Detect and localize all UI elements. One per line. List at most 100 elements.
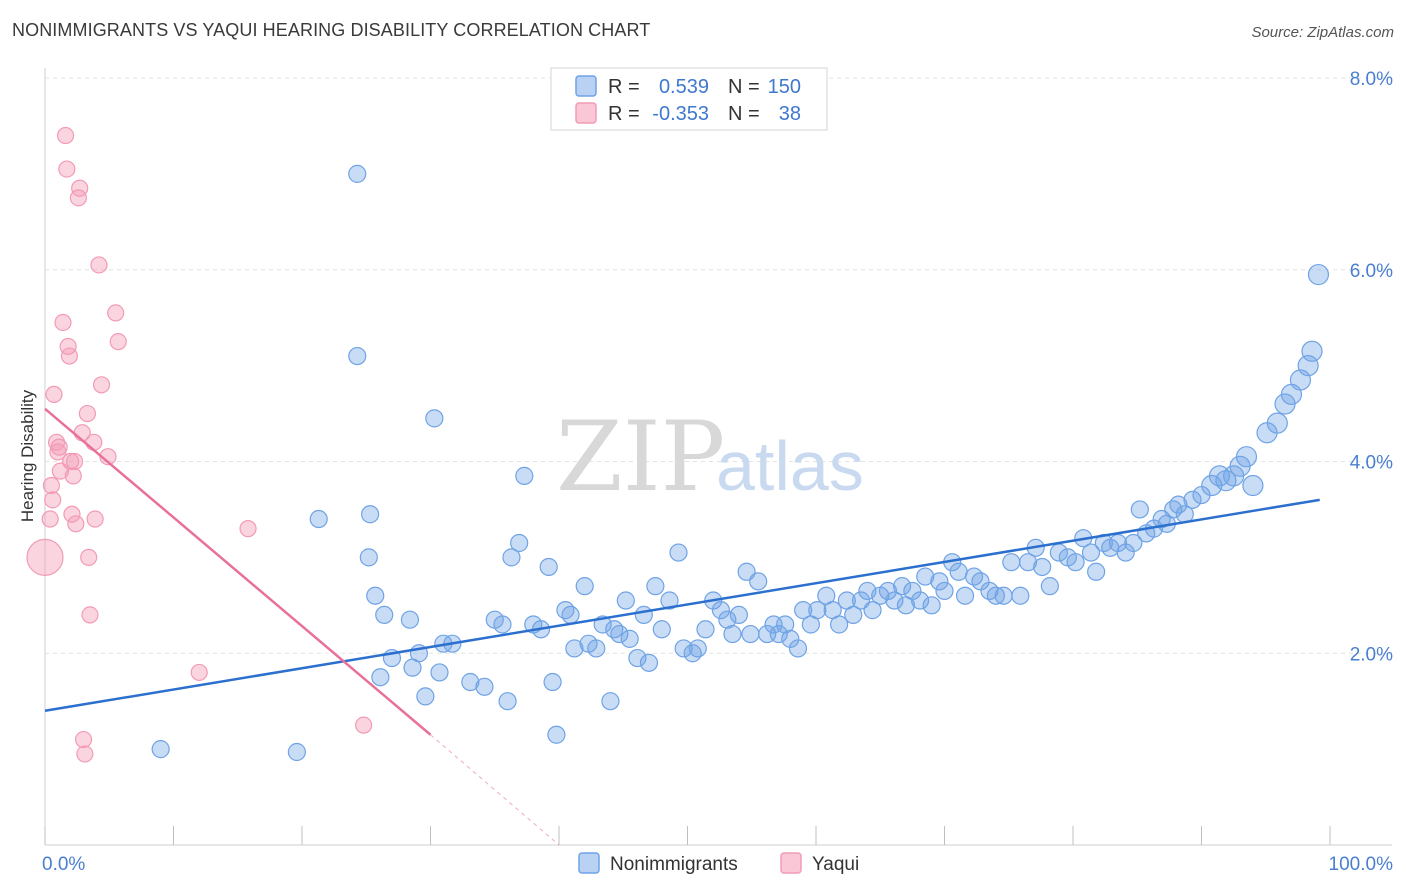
nonimmigrants-point: [878, 581, 898, 601]
nonimmigrants-point: [1124, 533, 1143, 553]
nonimmigrants-point: [416, 687, 435, 706]
nonimmigrants-point: [788, 639, 808, 658]
grid-lines: [45, 77, 1392, 654]
nonimmigrants-trend-line: [44, 498, 1320, 713]
yaqui-point: [26, 538, 64, 576]
yaqui-point: [62, 452, 80, 471]
nonimmigrants-point: [620, 629, 639, 648]
axes: [44, 68, 1392, 846]
nonimmigrants-point: [475, 677, 494, 696]
nonimmigrants-point: [696, 620, 715, 639]
nonimmigrants-point: [1130, 500, 1149, 519]
legend-swatch-blue: [575, 75, 597, 97]
nonimmigrants-point: [561, 605, 580, 625]
nonimmigrants-point: [1266, 412, 1288, 434]
yaqui-point: [86, 510, 104, 528]
nonimmigrants-point: [361, 505, 380, 524]
nonimmigrants-point: [1011, 586, 1030, 605]
yaqui-point: [80, 548, 98, 566]
yaqui-point: [78, 404, 97, 423]
y-tick-label: 6.0%: [1350, 261, 1393, 282]
yaqui-point: [41, 510, 59, 528]
nonimmigrants-point: [1169, 495, 1188, 514]
nonimmigrants-point: [718, 610, 737, 629]
legend-n-label-1: N =: [728, 76, 760, 98]
y-tick-label: 8.0%: [1350, 69, 1393, 90]
yaqui-trend-line: [44, 407, 432, 736]
nonimmigrants-point: [711, 601, 731, 620]
yaqui-point: [92, 376, 111, 394]
yaqui-point: [65, 452, 84, 471]
yaqui-point: [64, 467, 82, 485]
nonimmigrants-point: [1301, 340, 1323, 362]
series-legend: Nonimmigrants Yaqui: [578, 852, 859, 875]
nonimmigrants-point: [1033, 557, 1052, 577]
nonimmigrants-point: [776, 615, 795, 634]
nonimmigrants-point: [1116, 543, 1135, 562]
legend-swatch-pink: [575, 102, 597, 124]
y-tick-labels: 2.0% 4.0% 6.0% 8.0%: [1350, 69, 1393, 665]
yaqui-point: [109, 333, 127, 351]
x-tick-label-min: 0.0%: [42, 854, 85, 875]
yaqui-point: [56, 126, 75, 145]
yaqui-point: [42, 476, 61, 495]
yaqui-point: [60, 347, 79, 365]
nonimmigrants-point: [565, 639, 584, 658]
nonimmigrants-point: [1081, 543, 1101, 562]
nonimmigrants-point: [493, 615, 512, 634]
yaqui-point: [239, 520, 257, 538]
nonimmigrants-point: [916, 567, 935, 586]
nonimmigrants-point: [601, 692, 620, 711]
nonimmigrants-point: [910, 591, 930, 610]
series-legend-nonimmigrants: Nonimmigrants: [610, 854, 738, 875]
nonimmigrants-point: [1087, 562, 1106, 581]
nonimmigrants-point: [986, 586, 1006, 605]
nonimmigrants-point: [547, 725, 566, 744]
nonimmigrants-point: [639, 653, 659, 672]
legend-r-label-2: R =: [608, 103, 640, 125]
nonimmigrants-point: [935, 581, 954, 601]
nonimmigrants-point: [359, 548, 378, 567]
yaqui-point: [44, 491, 62, 509]
chart-title: NONIMMIGRANTS VS YAQUI HEARING DISABILIT…: [12, 20, 651, 40]
yaqui-point: [76, 745, 94, 763]
legend-r-value-1: 0.539: [659, 76, 709, 98]
source-label: Source: ZipAtlas.com: [1251, 24, 1394, 41]
nonimmigrants-point: [930, 572, 949, 591]
nonimmigrants-point: [949, 562, 968, 581]
nonimmigrants-point: [652, 620, 671, 639]
nonimmigrants-point: [575, 577, 594, 596]
nonimmigrants-point: [646, 577, 665, 596]
nonimmigrants-point: [669, 543, 688, 562]
nonimmigrants-point: [1066, 553, 1085, 572]
nonimmigrants-point: [510, 533, 529, 553]
yaqui-point: [81, 606, 99, 624]
nonimmigrants-point: [1183, 490, 1202, 509]
nonimmigrants-point: [425, 409, 444, 428]
nonimmigrants-points: [151, 164, 1330, 762]
watermark-atlas: atlas: [716, 427, 864, 505]
series-legend-yaqui: Yaqui: [812, 854, 859, 875]
yaqui-point: [107, 304, 125, 322]
nonimmigrants-point: [628, 648, 647, 668]
yaqui-point: [85, 433, 103, 451]
legend-r-value-2: -0.353: [652, 103, 709, 125]
nonimmigrants-point: [287, 742, 306, 762]
nonimmigrants-point: [660, 591, 679, 610]
nonimmigrants-point: [674, 639, 693, 658]
nonimmigrants-point: [903, 581, 922, 601]
nonimmigrants-point: [1040, 577, 1059, 596]
nonimmigrants-point: [769, 624, 788, 644]
nonimmigrants-point: [885, 591, 904, 610]
nonimmigrants-point: [543, 672, 562, 692]
yaqui-point: [90, 256, 108, 274]
series-legend-swatch-yaqui: [780, 852, 802, 874]
legend-r-label-1: R =: [608, 76, 640, 98]
nonimmigrants-point: [1018, 553, 1038, 572]
nonimmigrants-point: [366, 586, 385, 605]
nonimmigrants-point: [955, 586, 975, 605]
nonimmigrants-point: [749, 572, 768, 591]
nonimmigrants-point: [461, 672, 480, 692]
nonimmigrants-point: [922, 596, 941, 615]
